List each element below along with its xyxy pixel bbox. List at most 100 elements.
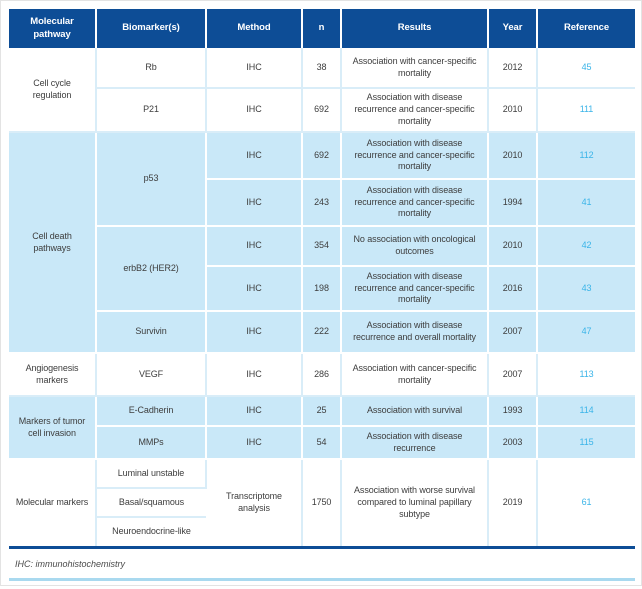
year-cell: 1994 <box>488 179 538 227</box>
reference-cell: 115 <box>537 426 635 460</box>
results-cell: Association with disease recurrence and … <box>341 132 489 180</box>
results-cell: Association with cancer-specific mortali… <box>341 353 489 397</box>
method-cell: IHC <box>206 426 303 460</box>
method-cell: Transcriptome analysis <box>206 459 303 546</box>
page-bottom-rule <box>9 578 635 581</box>
year-cell: 2010 <box>488 132 538 180</box>
method-cell: IHC <box>206 179 303 227</box>
results-cell: Association with worse survival compared… <box>341 459 489 546</box>
col-header-molecular-pathway: Molecular pathway <box>9 9 97 48</box>
biomarker-cell: E-Cadherin <box>96 396 207 427</box>
n-cell: 198 <box>302 266 342 312</box>
reference-link[interactable]: 111 <box>579 104 594 115</box>
reference-cell: 41 <box>537 179 635 227</box>
results-cell: Association with disease recurrence and … <box>341 311 489 354</box>
n-cell: 38 <box>302 48 342 89</box>
results-cell: No association with oncological outcomes <box>341 226 489 267</box>
table-row: Molecular markers Luminal unstable Trans… <box>9 459 635 546</box>
method-cell: IHC <box>206 396 303 427</box>
n-cell: 286 <box>302 353 342 397</box>
n-cell: 54 <box>302 426 342 460</box>
pathway-cell: Cell cycle regulation <box>9 48 97 133</box>
reference-link[interactable]: 61 <box>581 497 592 508</box>
reference-cell: 112 <box>537 132 635 180</box>
table-row: erbB2 (HER2) IHC 354 No association with… <box>9 226 635 312</box>
table-row: IHC 198 Association with disease recurre… <box>9 266 635 312</box>
reference-link[interactable]: 114 <box>579 405 594 416</box>
biomarker-cell: Rb <box>96 48 207 89</box>
method-cell: IHC <box>206 132 303 180</box>
col-header-n: n <box>302 9 342 48</box>
table-row: Basal/squamous <box>9 488 635 518</box>
table-row: Angiogenesis markers VEGF IHC 286 Associ… <box>9 353 635 397</box>
table-row: Cell death pathways p53 IHC 692 Associat… <box>9 132 635 354</box>
reference-cell: 113 <box>537 353 635 397</box>
col-header-method: Method <box>206 9 303 48</box>
method-cell: IHC <box>206 48 303 89</box>
reference-link[interactable]: 112 <box>579 149 594 160</box>
biomarker-cell: Luminal unstable <box>96 459 207 489</box>
results-cell: Association with disease recurrence and … <box>341 266 489 312</box>
results-cell: Association with disease recurrence and … <box>341 88 489 133</box>
biomarker-cell: p53 <box>96 132 207 227</box>
pathway-cell: Molecular markers <box>9 459 97 546</box>
biomarker-cell: erbB2 (HER2) <box>96 226 207 312</box>
results-cell: Association with cancer-specific mortali… <box>341 48 489 89</box>
method-cell: IHC <box>206 311 303 354</box>
biomarker-cell: Neuroendocrine-like <box>96 517 206 546</box>
table-row: Cell cycle regulation Rb IHC 38 Associat… <box>9 48 635 133</box>
n-cell: 692 <box>302 132 342 180</box>
reference-cell: 61 <box>537 459 635 546</box>
pathway-cell: Cell death pathways <box>9 132 97 354</box>
col-header-results: Results <box>341 9 489 48</box>
results-cell: Association with survival <box>341 396 489 427</box>
reference-link[interactable]: 47 <box>581 326 592 337</box>
reference-link[interactable]: 45 <box>581 61 592 72</box>
year-cell: 2019 <box>488 459 538 546</box>
reference-cell: 114 <box>537 396 635 427</box>
year-cell: 1993 <box>488 396 538 427</box>
year-cell: 2012 <box>488 48 538 89</box>
reference-link[interactable]: 113 <box>579 368 594 379</box>
reference-cell: 45 <box>537 48 635 89</box>
reference-link[interactable]: 115 <box>579 436 594 447</box>
year-cell: 2007 <box>488 353 538 397</box>
table-header: Molecular pathway Biomarker(s) Method n … <box>9 9 635 48</box>
n-cell: 354 <box>302 226 342 267</box>
col-header-reference: Reference <box>537 9 635 48</box>
table-row: P21 IHC 692 Association with disease rec… <box>9 88 635 133</box>
method-cell: IHC <box>206 226 303 267</box>
method-cell: IHC <box>206 353 303 397</box>
year-cell: 2010 <box>488 88 538 133</box>
year-cell: 2007 <box>488 311 538 354</box>
table-row: Neuroendocrine-like <box>9 517 635 546</box>
reference-cell: 111 <box>537 88 635 133</box>
biomarkers-table: Molecular pathway Biomarker(s) Method n … <box>9 9 635 546</box>
year-cell: 2016 <box>488 266 538 312</box>
col-header-biomarkers: Biomarker(s) <box>96 9 207 48</box>
reference-cell: 47 <box>537 311 635 354</box>
year-cell: 2010 <box>488 226 538 267</box>
biomarker-cell: Survivin <box>96 311 207 354</box>
table-bottom-rule <box>9 546 635 549</box>
results-cell: Association with disease recurrence and … <box>341 179 489 227</box>
reference-link[interactable]: 42 <box>581 240 592 251</box>
table-row: MMPs IHC 54 Association with disease rec… <box>9 426 635 460</box>
col-header-year: Year <box>488 9 538 48</box>
year-cell: 2003 <box>488 426 538 460</box>
pathway-cell: Markers of tumor cell invasion <box>9 396 97 460</box>
n-cell: 1750 <box>302 459 342 546</box>
reference-link[interactable]: 43 <box>581 282 592 293</box>
n-cell: 243 <box>302 179 342 227</box>
reference-cell: 42 <box>537 226 635 267</box>
table-row: Markers of tumor cell invasion E-Cadheri… <box>9 396 635 460</box>
n-cell: 25 <box>302 396 342 427</box>
biomarker-cell: P21 <box>96 88 207 133</box>
biomarker-cell: VEGF <box>96 353 207 397</box>
biomarker-cell: MMPs <box>96 426 207 460</box>
n-cell: 222 <box>302 311 342 354</box>
table-row: Survivin IHC 222 Association with diseas… <box>9 311 635 354</box>
reference-link[interactable]: 41 <box>581 196 592 207</box>
table-row: IHC 243 Association with disease recurre… <box>9 179 635 227</box>
